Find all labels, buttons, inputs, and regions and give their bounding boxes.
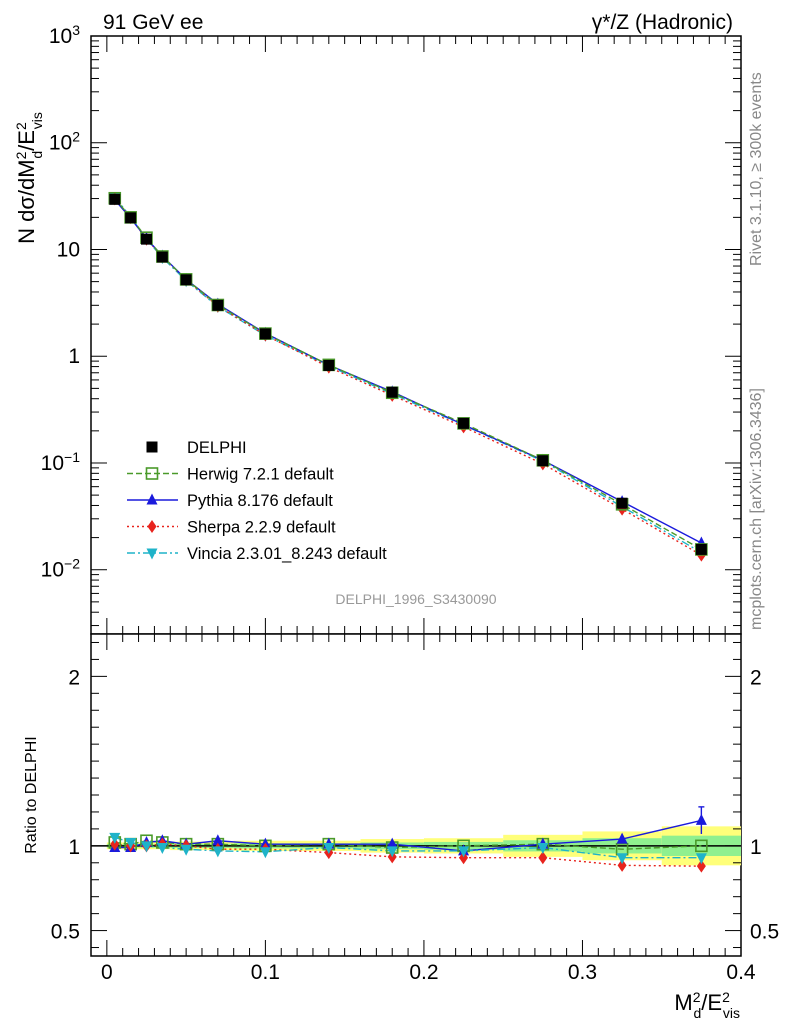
- main-series-markers: [108, 191, 708, 562]
- main-point-data: [537, 455, 549, 467]
- ratio-point-vincia: [156, 843, 168, 855]
- x-axis-label: M2 d/E2 vis: [674, 989, 740, 1021]
- main-x-ticks: [106, 36, 742, 634]
- legend-marker-herwig: [145, 467, 159, 480]
- legend-marker-vincia: [146, 548, 158, 560]
- ratio-y-ticks: 0.5 0.5 1 1 2 2: [51, 641, 779, 949]
- legend-label-data: DELPHI: [187, 439, 247, 457]
- ratio-point-sherpa: [696, 859, 706, 873]
- ratio-y-tick-label: 2: [68, 666, 80, 689]
- ratio-point-vincia: [695, 853, 707, 865]
- main-point-data: [616, 497, 628, 509]
- x-tick-label: 0.4: [726, 961, 756, 984]
- legend-label-herwig: Herwig 7.2.1 default: [187, 466, 334, 484]
- ratio-point-sherpa: [459, 851, 469, 865]
- legend-marker-sherpa: [147, 520, 157, 533]
- main-point-data: [180, 274, 192, 286]
- ratio-point-herwig: [695, 839, 708, 853]
- legend-label-sherpa: Sherpa 2.2.9 default: [187, 519, 336, 537]
- ratio-point-vincia: [180, 844, 192, 856]
- x-tick-label: 0.1: [251, 961, 280, 984]
- ratio-point-vincia: [140, 841, 152, 853]
- main-y-tick-label: 10−2: [41, 556, 81, 582]
- ratio-point-sherpa: [617, 858, 627, 872]
- ratio-point-pythia: [386, 837, 398, 849]
- ratio-y-tick-label: 1: [68, 836, 80, 859]
- main-point-data: [156, 251, 168, 263]
- main-point-data: [125, 212, 137, 224]
- main-y-tick-label: 10−1: [41, 449, 81, 475]
- ratio-y-axis-label: Ratio to DELPHI: [23, 736, 40, 853]
- main-plot-area: [90, 35, 742, 635]
- main-y-tick-label: 103: [49, 22, 80, 48]
- main-y-axis-label: N dσ/dM2d/E2vis: [13, 112, 45, 244]
- analysis-watermark: DELPHI_1996_S3430090: [335, 591, 496, 607]
- rivet-label: Rivet 3.1.10, ≥ 300k events: [748, 72, 765, 266]
- ratio-point-vincia: [109, 832, 121, 844]
- main-y-tick-label: 1: [68, 345, 80, 368]
- legend-label-pythia: Pythia 8.176 default: [187, 492, 333, 510]
- main-y-tick-label: 102: [49, 129, 80, 155]
- mcplots-label: mcplots.cern.ch [arXiv:1306.3436]: [748, 388, 765, 630]
- main-point-data: [259, 328, 271, 340]
- ratio-point-vincia: [458, 846, 470, 858]
- ratio-series-markers: [108, 813, 708, 873]
- ratio-point-vincia: [259, 847, 271, 859]
- ratio-x-ticks: 0 0.1 0.2 0.3 0.4: [101, 634, 756, 984]
- ratio-point-vincia: [125, 837, 137, 849]
- ratio-point-vincia: [537, 843, 549, 855]
- ratio-point-sherpa: [538, 851, 548, 865]
- ratio-point-pythia: [695, 813, 707, 825]
- ratio-point-pythia: [212, 834, 224, 846]
- ratio-y-tick-label-right: 0.5: [750, 921, 779, 944]
- main-point-data: [323, 359, 335, 371]
- main-y-tick-label: 10: [57, 238, 80, 261]
- main-point-data: [212, 299, 224, 311]
- main-point-data: [109, 193, 121, 205]
- main-point-data: [386, 386, 398, 398]
- legend-marker-pythia: [146, 493, 158, 505]
- main-point-data: [140, 233, 152, 245]
- ratio-plot-area: [90, 633, 742, 957]
- ratio-point-pythia: [616, 832, 628, 844]
- ratio-point-vincia: [616, 853, 628, 865]
- legend-marker-data: [146, 441, 158, 453]
- x-tick-label: 0: [101, 961, 113, 984]
- legend: DELPHI Herwig 7.2.1 default Pythia 8.176 d…: [127, 439, 387, 563]
- x-tick-label: 0.2: [409, 961, 438, 984]
- ratio-y-tick-label-right: 2: [750, 666, 762, 689]
- ratio-point-vincia: [212, 846, 224, 858]
- ratio-y-tick-label: 0.5: [51, 921, 80, 944]
- ratio-y-tick-label-right: 1: [750, 836, 762, 859]
- main-y-ticks: 10−2 10−1 1 10 102 103: [41, 22, 741, 627]
- main-point-data: [695, 543, 707, 555]
- header-right: γ*/Z (Hadronic): [592, 11, 733, 34]
- ratio-point-vincia: [323, 843, 335, 855]
- legend-label-vincia: Vincia 2.3.01_8.243 default: [187, 545, 387, 563]
- main-point-data: [458, 417, 470, 429]
- header-left: 91 GeV ee: [103, 11, 203, 34]
- x-tick-label: 0.3: [568, 961, 597, 984]
- ratio-point-sherpa: [110, 837, 120, 851]
- ratio-point-vincia: [386, 846, 398, 858]
